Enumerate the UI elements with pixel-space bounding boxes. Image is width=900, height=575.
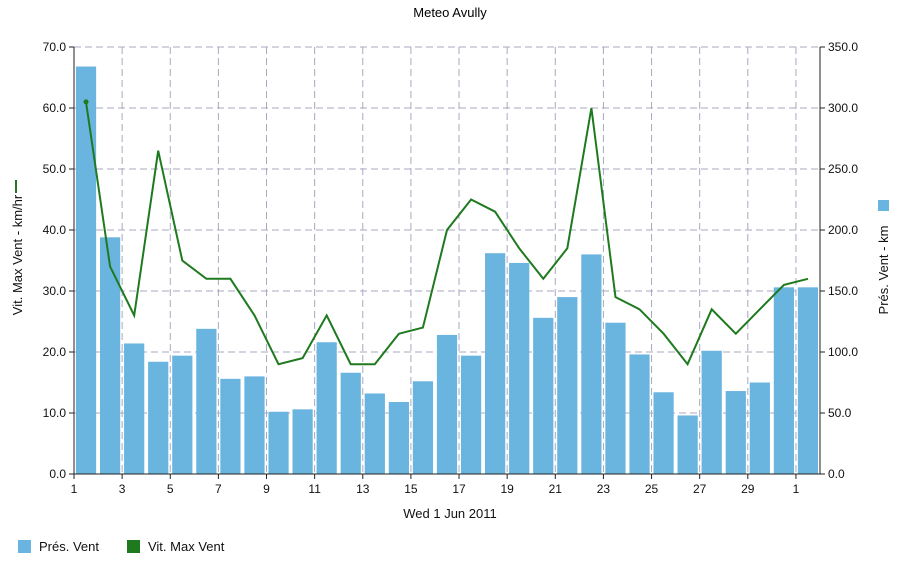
x-axis-label: Wed 1 Jun 2011 [403, 506, 496, 521]
bar [581, 254, 602, 474]
bar [388, 402, 409, 474]
x-tick-label: 11 [308, 482, 321, 496]
x-tick-label: 7 [215, 482, 222, 496]
legend-swatch-line [126, 540, 140, 553]
x-tick-label: 13 [356, 482, 370, 496]
x-tick-label: 3 [119, 482, 126, 496]
right-tick-label: 0.0 [828, 467, 845, 481]
left-tick-label: 50.0 [43, 162, 67, 176]
right-axis-bar-marker [878, 200, 889, 211]
bar [75, 66, 97, 475]
legend-swatch-bar [18, 540, 31, 553]
right-tick-label: 100.0 [828, 345, 858, 359]
chart-title: Meteo Avully [413, 5, 487, 20]
bar [605, 322, 626, 474]
x-tick-label: 1 [71, 482, 78, 496]
right-tick-label: 300.0 [828, 101, 858, 115]
x-tick-label: 5 [167, 482, 174, 496]
line-series [83, 99, 809, 367]
bar [773, 287, 795, 474]
bar [701, 350, 722, 474]
left-tick-label: 10.0 [43, 406, 67, 420]
bar [460, 355, 482, 474]
bar [148, 361, 169, 474]
line-point [83, 99, 89, 105]
bar [725, 391, 746, 474]
bar [797, 287, 819, 474]
right-tick-label: 50.0 [828, 406, 852, 420]
left-tick-label: 30.0 [43, 284, 67, 298]
line-path [85, 101, 809, 367]
bar [533, 317, 554, 474]
left-tick-label: 0.0 [49, 467, 66, 481]
right-tick-label: 250.0 [828, 162, 858, 176]
legend-label-line: Vit. Max Vent [147, 539, 225, 554]
legend-item-bar: Prés. Vent [18, 539, 99, 554]
x-tick-label: 19 [500, 482, 514, 496]
bar [509, 262, 530, 474]
x-tick-label: 9 [263, 482, 270, 496]
x-tick-label: 21 [549, 482, 563, 496]
bar [340, 372, 361, 474]
bar [412, 381, 434, 474]
right-axis-ticks: 0.0 50.0 100.0 150.0 200.0 250.0 300.0 350.0 [820, 40, 858, 481]
x-tick-label: 1 [793, 482, 800, 496]
right-tick-label: 350.0 [828, 40, 858, 54]
bar [172, 355, 193, 474]
left-tick-label: 20.0 [43, 345, 67, 359]
bar-series [75, 66, 819, 475]
x-tick-label: 17 [452, 482, 466, 496]
bar [292, 409, 313, 474]
left-tick-label: 60.0 [43, 101, 67, 115]
x-tick-label: 29 [741, 482, 755, 496]
x-tick-label: 15 [404, 482, 418, 496]
bar [316, 342, 337, 474]
bar [268, 411, 289, 474]
legend: Prés. Vent Vit. Max Vent [18, 539, 224, 554]
x-tick-label: 25 [645, 482, 659, 496]
left-tick-label: 40.0 [43, 223, 67, 237]
bar [124, 343, 145, 474]
x-tick-label: 23 [597, 482, 611, 496]
x-tick-label: 27 [693, 482, 707, 496]
bar [244, 376, 265, 474]
bar [653, 392, 674, 474]
bar [677, 415, 698, 474]
grid-lines [73, 46, 820, 475]
bar [557, 297, 578, 474]
bar [220, 378, 241, 474]
bar [485, 253, 506, 474]
legend-item-line: Vit. Max Vent [126, 539, 225, 554]
left-tick-label: 70.0 [43, 40, 67, 54]
legend-label-bar: Prés. Vent [39, 539, 99, 554]
bar [196, 328, 217, 474]
x-axis-ticks: 1 3 5 7 9 11 13 15 17 19 21 23 25 27 29 1 [71, 474, 800, 496]
bar [364, 393, 385, 474]
right-axis-label: Prés. Vent - km [876, 226, 891, 315]
axes [73, 47, 821, 475]
bar [99, 237, 121, 474]
bar [629, 354, 650, 474]
right-tick-label: 150.0 [828, 284, 858, 298]
bar [749, 382, 770, 474]
left-axis-ticks: 0.0 10.0 20.0 30.0 40.0 50.0 60.0 70.0 [43, 40, 74, 481]
right-tick-label: 200.0 [828, 223, 858, 237]
left-axis-label: Vit. Max Vent - km/hr [10, 194, 25, 315]
bar [436, 334, 458, 474]
